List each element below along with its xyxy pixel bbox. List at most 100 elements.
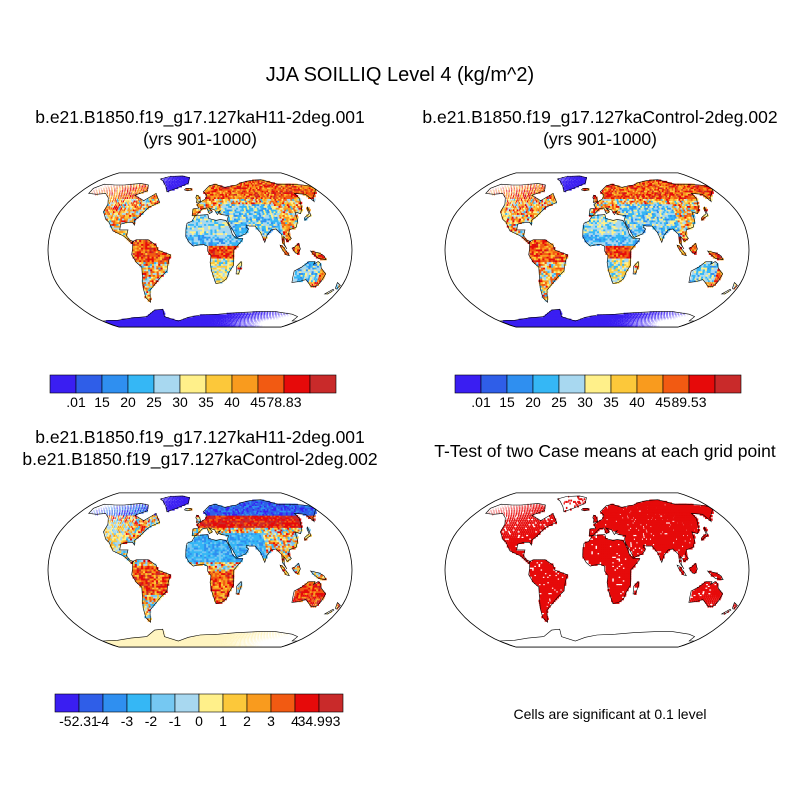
colorbar-box (558, 374, 586, 394)
colorbar-label: 1 (219, 713, 227, 729)
coastline-eurasia (191, 499, 316, 570)
coastline-madagascar (235, 580, 243, 595)
colorbar-label: 20 (525, 394, 541, 410)
coastline-uk (195, 514, 202, 523)
colorbar-label: 35 (603, 394, 619, 410)
colorbar-label: 30 (577, 394, 593, 410)
colorbar-label: -2 (145, 713, 158, 729)
colorbar-case2: .01 15 20 25 30 35 40 45 89.53 (454, 374, 742, 410)
colorbar-box (49, 374, 77, 394)
panel-title-case1: b.e21.B1850.f19_g17.127kaH11-2deg.001 (y… (0, 106, 400, 150)
coastline-africa (185, 534, 244, 604)
coastline-nz-south (323, 608, 335, 615)
colorbar-label: 2 (243, 713, 251, 729)
coastline-sumatra (279, 564, 290, 577)
colorbar-label: 15 (499, 394, 515, 410)
panel-title-line: (yrs 901-1000) (143, 129, 257, 149)
coastline-eurasia (191, 179, 316, 250)
coastline-greenland (556, 175, 587, 193)
colorbar-box (610, 374, 638, 394)
coastline-madagascar (632, 260, 640, 275)
coastline-sumatra (676, 564, 687, 577)
coastline-australia (291, 581, 327, 607)
coastline-nz-south (720, 288, 732, 295)
coastline-uk (592, 514, 599, 523)
coastline-australia (291, 261, 327, 287)
colorbar-label: -4 (97, 713, 110, 729)
colorbar-box (257, 374, 285, 394)
colorbar-label: .01 (66, 394, 86, 410)
colorbar-box (205, 374, 233, 394)
coastline-iceland (580, 508, 589, 512)
coastline-south-america (131, 239, 171, 303)
coastline-iceland (183, 508, 192, 512)
colorbar-box (101, 374, 129, 394)
colorbar-label: -52.31 (59, 713, 99, 729)
coastline-new-guinea (706, 250, 724, 260)
colorbar-box (102, 693, 128, 713)
coastline-japan (701, 526, 709, 542)
map-border (444, 492, 750, 648)
coastlines (485, 495, 738, 648)
colorbar-box (636, 374, 664, 394)
coastline-australia (688, 581, 724, 607)
colorbar-label: -1 (169, 713, 182, 729)
coastline-new-guinea (309, 570, 327, 580)
coastline-japan (304, 206, 312, 222)
coastline-new-guinea (706, 570, 724, 580)
coastline-eurasia (588, 499, 713, 570)
coastline-iceland (183, 188, 192, 192)
colorbar-box (231, 374, 259, 394)
world-map-a (47, 172, 353, 328)
coastline-antarctica (102, 628, 299, 648)
world-map-bb (444, 172, 750, 328)
panel-title-line: b.e21.B1850.f19_g17.127kaControl-2deg.00… (422, 107, 778, 127)
coastline-uk (195, 194, 202, 203)
colorbar-label: .01 (471, 394, 491, 410)
coastline-south-america (131, 559, 171, 623)
coastline-antarctica (102, 308, 299, 328)
coastline-greenland (159, 495, 190, 513)
colorbar-box (309, 374, 337, 394)
coastline-japan (701, 206, 709, 222)
coastline-australia (688, 261, 724, 287)
coastline-uk (592, 194, 599, 203)
colorbar-box (127, 374, 155, 394)
map-border (47, 492, 353, 648)
coastline-nz-north (732, 281, 738, 290)
colorbar-box (150, 693, 176, 713)
colorbar-box (714, 374, 742, 394)
colorbar-label: 45 (250, 394, 266, 410)
coastline-antarctica (499, 628, 696, 648)
colorbar-box (126, 693, 152, 713)
colorbar-box (179, 374, 207, 394)
coastlines (88, 175, 341, 328)
coastline-borneo (688, 562, 698, 575)
panel-title-line: (yrs 901-1000) (543, 129, 657, 149)
colorbar-case1: .01 15 20 25 30 35 40 45 78.83 (49, 374, 337, 410)
colorbar-label: 15 (94, 394, 110, 410)
panel-title-ttest: T-Test of two Case means at each grid po… (410, 440, 800, 462)
colorbar-box (198, 693, 224, 713)
colorbar-label: 45 (655, 394, 671, 410)
colorbar-box (294, 693, 320, 713)
colorbar-box (78, 693, 104, 713)
significance-note: Cells are significant at 0.1 level (513, 706, 707, 722)
colorbar-label: 25 (551, 394, 567, 410)
colorbar-box (532, 374, 560, 394)
coastline-new-guinea (309, 250, 327, 260)
coastline-nz-north (335, 281, 341, 290)
grid-cells (90, 495, 340, 648)
coastline-greenland (556, 495, 587, 513)
colorbar-label: 30 (172, 394, 188, 410)
coastline-africa (582, 214, 641, 284)
colorbar-label: 34.993 (298, 713, 341, 729)
colorbar-label: 4 (291, 713, 299, 729)
colorbar-label: 25 (146, 394, 162, 410)
world-map-dddd (444, 492, 750, 648)
coastline-eurasia (588, 179, 713, 250)
colorbar-difference: -52.31-4 -3 -2 -1 0 1 2 3 434.993 (54, 693, 344, 729)
colorbar-box (246, 693, 272, 713)
coastline-north-america (88, 183, 161, 244)
coastline-madagascar (235, 260, 243, 275)
